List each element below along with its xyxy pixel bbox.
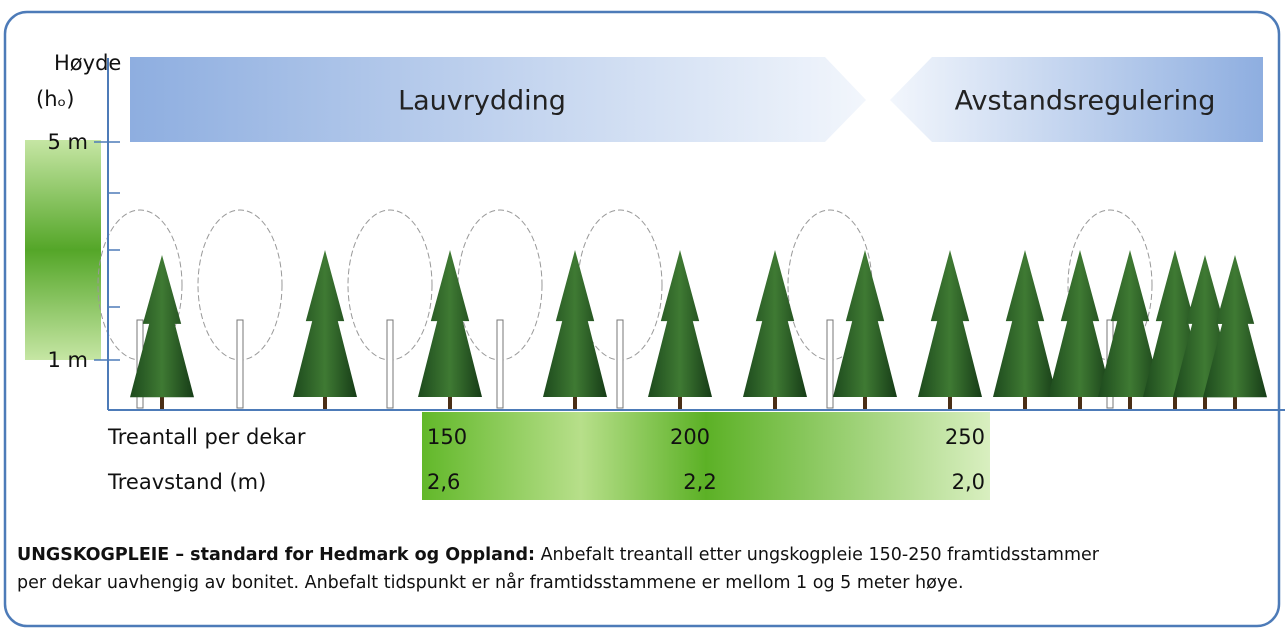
trunk	[678, 395, 682, 409]
axis-title: Høyde	[54, 51, 121, 75]
phase-label: Avstandsregulering	[955, 86, 1216, 117]
cell: 200	[670, 425, 710, 449]
frame	[3, 10, 1281, 628]
table-bg	[422, 412, 990, 500]
conifer	[130, 255, 194, 398]
trunk	[1128, 395, 1132, 409]
trunk	[1203, 395, 1207, 409]
trunk	[1173, 395, 1177, 409]
row-label: Treavstand (m)	[107, 470, 266, 494]
trunk	[160, 395, 164, 409]
birch-trunk	[386, 319, 394, 409]
conifer	[833, 250, 897, 397]
caption: UNGSKOGPLEIE – standard for Hedmark og O…	[17, 545, 1100, 565]
cell: 2,6	[427, 470, 460, 494]
conifer	[918, 250, 982, 397]
trunk	[323, 395, 327, 409]
trunk	[448, 395, 452, 409]
caption-bold: UNGSKOGPLEIE – standard for Hedmark og O…	[17, 545, 535, 565]
trunk	[948, 395, 952, 409]
trunk	[773, 395, 777, 409]
conifer	[1203, 255, 1267, 398]
conifer	[993, 250, 1057, 397]
birch-trunk	[826, 319, 834, 409]
trunk	[863, 395, 867, 409]
birch-trunk	[236, 319, 244, 409]
row-label: Treantall per dekar	[107, 425, 306, 449]
conifer	[543, 250, 607, 397]
trees	[97, 209, 1267, 409]
birch-trunk	[616, 319, 624, 409]
caption-text: per dekar uavhengig av bonitet. Anbefalt…	[17, 572, 964, 593]
ticks	[94, 141, 120, 361]
trunk	[573, 395, 577, 409]
trunk	[1078, 395, 1082, 409]
cell: 250	[945, 425, 985, 449]
tick-label: 5 m	[48, 130, 89, 154]
cell: 150	[427, 425, 467, 449]
conifer	[293, 250, 357, 397]
conifer	[743, 250, 807, 397]
height-bar	[25, 140, 101, 360]
phase-label: Lauvrydding	[398, 86, 566, 117]
conifer	[648, 250, 712, 397]
cell: 2,0	[952, 470, 985, 494]
birch-trunk	[496, 319, 504, 409]
axis-unit: (hₒ)	[36, 87, 74, 111]
conifer	[1098, 250, 1162, 397]
phase-arrow	[130, 57, 866, 142]
trunk	[1023, 395, 1027, 409]
conifer	[1048, 250, 1112, 397]
tick-label: 1 m	[48, 348, 89, 372]
caption-text: Anbefalt treantall etter ungskogpleie 15…	[541, 545, 1100, 565]
conifer	[418, 250, 482, 397]
phase-arrow	[890, 57, 1263, 142]
trunk	[1233, 395, 1237, 409]
cell: 2,2	[683, 470, 716, 494]
